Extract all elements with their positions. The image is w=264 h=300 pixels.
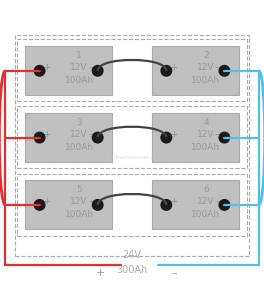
Circle shape: [219, 200, 230, 210]
Text: 2: 2: [203, 51, 209, 60]
Bar: [25, 46, 112, 95]
Circle shape: [161, 65, 172, 76]
Text: 6: 6: [203, 185, 209, 194]
Bar: [17, 39, 247, 101]
Text: 100Ah: 100Ah: [191, 143, 220, 152]
Text: +: +: [170, 130, 177, 139]
Bar: [17, 106, 247, 169]
Circle shape: [34, 132, 45, 143]
Text: –: –: [215, 63, 219, 72]
Circle shape: [34, 65, 45, 76]
Text: © leversdrover.ca: © leversdrover.ca: [107, 155, 157, 160]
Text: –: –: [171, 268, 177, 278]
Bar: [152, 46, 239, 95]
Text: 12V: 12V: [197, 63, 215, 72]
Text: 12V: 12V: [197, 197, 215, 206]
Text: 12V: 12V: [197, 130, 215, 139]
Text: 300Ah: 300Ah: [116, 265, 148, 275]
Text: 100Ah: 100Ah: [191, 76, 220, 85]
Text: +: +: [170, 63, 177, 72]
Text: 100Ah: 100Ah: [65, 210, 94, 219]
Text: –: –: [215, 130, 219, 139]
Bar: [152, 181, 239, 229]
Circle shape: [161, 200, 172, 210]
Bar: [25, 181, 112, 229]
Circle shape: [92, 65, 103, 76]
Bar: [15, 35, 249, 256]
Text: +: +: [170, 197, 177, 206]
Text: 24V: 24V: [122, 250, 142, 260]
Text: 100Ah: 100Ah: [65, 143, 94, 152]
Circle shape: [219, 65, 230, 76]
Text: 4: 4: [203, 118, 209, 127]
Circle shape: [34, 200, 45, 210]
Text: –: –: [88, 197, 92, 206]
Bar: [17, 174, 247, 236]
Text: 12V: 12V: [70, 63, 88, 72]
Text: +: +: [44, 197, 50, 206]
Circle shape: [219, 132, 230, 143]
Circle shape: [92, 132, 103, 143]
Text: +: +: [44, 63, 50, 72]
Text: 3: 3: [76, 118, 82, 127]
Text: –: –: [88, 63, 92, 72]
Bar: [25, 113, 112, 162]
Circle shape: [92, 200, 103, 210]
Text: 1: 1: [76, 51, 82, 60]
Text: 12V: 12V: [70, 130, 88, 139]
Text: +: +: [44, 130, 50, 139]
Text: +: +: [96, 268, 105, 278]
Text: 5: 5: [76, 185, 82, 194]
Bar: [152, 113, 239, 162]
Text: –: –: [215, 197, 219, 206]
Circle shape: [161, 132, 172, 143]
Text: 12V: 12V: [70, 197, 88, 206]
Text: –: –: [88, 130, 92, 139]
Text: 100Ah: 100Ah: [65, 76, 94, 85]
Text: 100Ah: 100Ah: [191, 210, 220, 219]
